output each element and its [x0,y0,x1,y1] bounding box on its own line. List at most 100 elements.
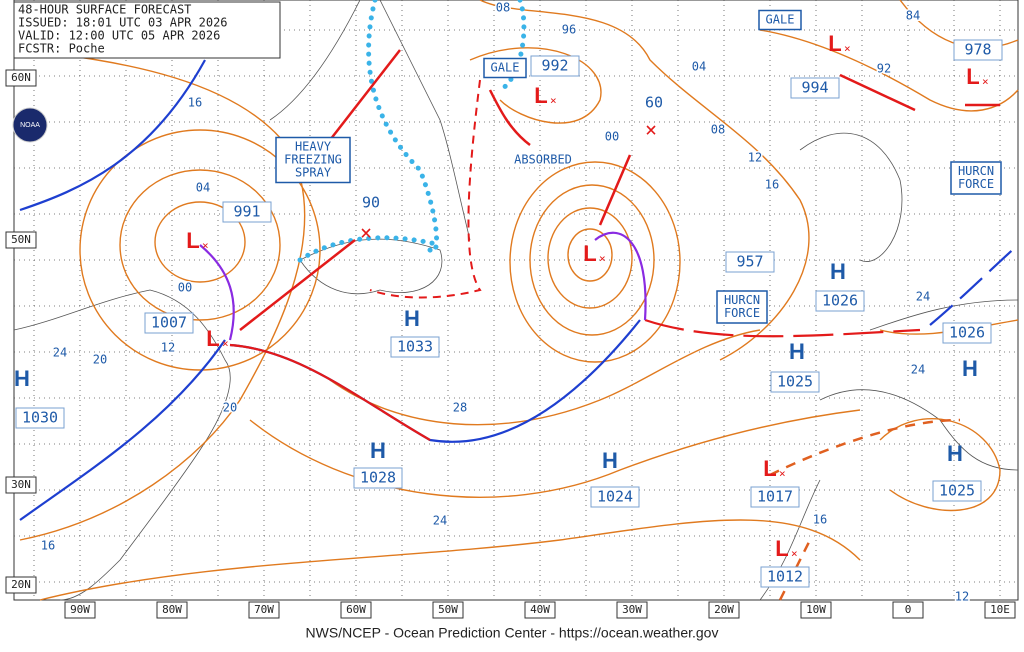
lon-label: 10W [806,603,826,616]
isobar-label: 90 [362,194,380,212]
pressure-value: 994 [801,79,828,97]
pressure-box [353,467,403,489]
lon-box [892,601,924,619]
isobar-label: 96 [562,23,576,37]
isobar-label: 12 [161,341,175,355]
header-line: FCSTR: Poche [18,42,105,56]
low-x: × [791,547,798,560]
low-symbol: L [775,536,788,561]
pressure-value: 1007 [151,314,187,332]
header-line: VALID: 12:00 UTC 05 APR 2026 [18,29,220,43]
pressure-box [770,371,820,393]
high-symbol: H [830,259,846,284]
pressure-box [750,486,800,508]
isobar-label: 16 [188,96,202,110]
fronts [19,0,1019,601]
pressure-value: 1030 [22,409,58,427]
pressure-value: 957 [736,253,763,271]
isobar-label: 16 [765,178,779,192]
lon-box [616,601,648,619]
lat-label: 50N [11,233,31,246]
pressure-box [725,251,775,273]
header-box [13,1,281,59]
low-symbol: L [206,326,219,351]
pressure-box [390,336,440,358]
logo-text: NOAA [20,122,40,129]
high-symbol: H [962,356,978,381]
warning-box [950,161,1002,195]
isobar-label: 08 [711,123,725,137]
warning-box [483,57,527,79]
pressure-box [953,39,1003,61]
high-symbol: H [370,438,386,463]
lon-label: 0 [905,603,912,616]
isobar-label: 24 [53,346,67,360]
pressure-value: 1017 [757,488,793,506]
isobar-label: 00 [605,130,619,144]
low-x: × [779,467,786,480]
pressure-box [530,55,580,77]
lon-label: 10E [990,603,1010,616]
lat-box [5,69,37,87]
lon-box [340,601,372,619]
lon-box [708,601,740,619]
isobar-label: 00 [178,281,192,295]
isobar-label: 04 [196,181,210,195]
low-symbol: L [828,31,841,56]
warning-text: FORCE [958,177,994,191]
isobar-label: 08 [496,1,510,15]
isobar-label: 04 [692,60,706,74]
pressure-value: 1024 [597,488,633,506]
lat-box [5,231,37,249]
header-line: 48-HOUR SURFACE FORECAST [18,3,191,17]
isobar-label: 12 [955,590,969,604]
warning-text: FORCE [724,306,760,320]
lon-label: 60W [346,603,366,616]
coastlines [13,0,1019,601]
warning-text: HEAVY [295,140,332,154]
low-symbol: L [966,64,979,89]
pressure-box [15,407,65,429]
lon-label: 80W [162,603,182,616]
lon-box [800,601,832,619]
isobar-label: 24 [916,290,930,304]
low-x: × [222,337,229,350]
pressure-box [590,486,640,508]
arrows [239,49,1000,331]
x-mark: × [360,221,372,245]
logo [12,107,48,143]
low-x: × [982,75,989,88]
pressure-box [790,77,840,99]
low-x: × [202,239,209,252]
lon-box [248,601,280,619]
warning-box [758,9,802,31]
pressure-box [760,566,810,588]
pressure-value: 991 [233,203,260,221]
lat-label: 20N [11,578,31,591]
header-line: ISSUED: 18:01 UTC 03 APR 2026 [18,16,228,30]
pressure-box [942,322,992,344]
high-symbol: H [789,339,805,364]
warning-text: HURCN [958,164,994,178]
warning-text: FREEZING [284,153,342,167]
low-symbol: L [534,83,547,108]
pressure-value: 1025 [777,373,813,391]
isobar-label: 28 [453,401,467,415]
lat-label: 30N [11,478,31,491]
isobar-label: 16 [41,539,55,553]
isobar-label: 92 [877,62,891,76]
isobars [19,0,1019,601]
pressure-box [144,312,194,334]
isobar-label: 84 [906,9,920,23]
low-symbol: L [583,241,596,266]
pressure-value: 992 [541,57,568,75]
isobar-label: 16 [813,513,827,527]
pressure-value: 1033 [397,338,433,356]
high-symbol: H [14,366,30,391]
lon-label: 70W [254,603,274,616]
isobar-label: 20 [223,401,237,415]
lon-box [432,601,464,619]
warning-text: HURCN [724,293,760,307]
pressure-value: 978 [964,41,991,59]
